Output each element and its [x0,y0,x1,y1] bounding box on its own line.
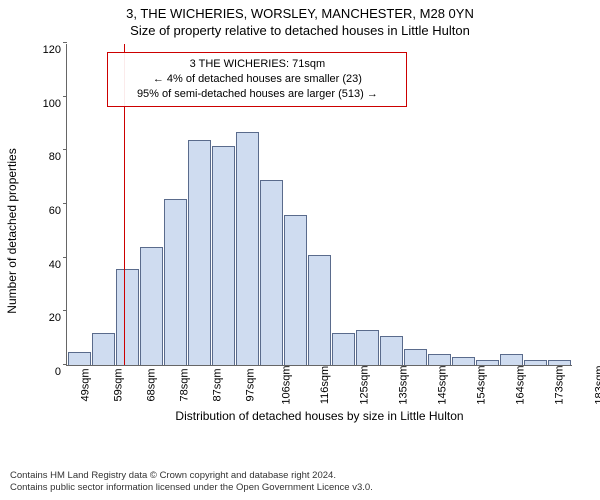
y-tick-mark [63,364,67,365]
title-address: 3, THE WICHERIES, WORSLEY, MANCHESTER, M… [0,6,600,21]
x-tick-label: 173sqm [554,365,566,404]
annotation-line: 95% of semi-detached houses are larger (… [116,87,398,102]
x-axis-label: Distribution of detached houses by size … [67,409,572,423]
x-tick-label: 154sqm [476,365,488,404]
y-tick-mark [63,149,67,150]
histogram-bar [236,132,259,365]
y-tick-mark [63,203,67,204]
histogram-bar [92,333,115,365]
histogram-bar [380,336,403,365]
x-tick-label: 59sqm [113,368,125,401]
x-tick-row: 49sqm59sqm68sqm78sqm87sqm97sqm106sqm116s… [67,365,572,377]
x-tick-label: 68sqm [146,368,158,401]
x-tick-label: 116sqm [319,366,331,404]
y-tick-label: 80 [37,151,67,163]
plot-area: 49sqm59sqm68sqm78sqm87sqm97sqm106sqm116s… [66,44,572,366]
x-tick-label: 125sqm [358,365,370,404]
x-tick-label: 183sqm [593,365,600,404]
histogram-bar [164,199,187,365]
footer-line-2: Contains public sector information licen… [10,482,373,494]
histogram-bar [500,354,523,365]
histogram-bar [212,146,235,365]
footer-attribution: Contains HM Land Registry data © Crown c… [10,470,373,494]
title-subtitle: Size of property relative to detached ho… [0,23,600,38]
histogram-bar [68,352,91,365]
y-tick-label: 100 [37,98,67,110]
histogram-bar [428,354,451,365]
y-axis-label: Number of detached properties [5,148,19,313]
chart-title-block: 3, THE WICHERIES, WORSLEY, MANCHESTER, M… [0,0,600,38]
histogram-bar [140,247,163,365]
annotation-line: 3 THE WICHERIES: 71sqm [116,57,398,72]
y-tick-mark [63,96,67,97]
x-tick-label: 106sqm [281,365,293,404]
chart-container: Number of detached properties 49sqm59sqm… [28,44,582,418]
y-tick-label: 0 [37,366,67,378]
y-tick-label: 120 [37,44,67,56]
histogram-bar [308,255,331,365]
y-tick-label: 40 [37,259,67,271]
y-tick-label: 20 [37,312,67,324]
x-tick-label: 87sqm [212,368,224,401]
histogram-bar [284,215,307,365]
histogram-bar [188,140,211,365]
x-tick-label: 78sqm [179,368,191,401]
y-tick-label: 60 [37,205,67,217]
x-tick-label: 49sqm [80,368,92,401]
y-tick-mark [63,257,67,258]
annotation-line: ← 4% of detached houses are smaller (23) [116,72,398,87]
x-tick-label: 164sqm [515,365,527,404]
histogram-bar [356,330,379,365]
histogram-bar [332,333,355,365]
annotation-box: 3 THE WICHERIES: 71sqm← 4% of detached h… [107,52,407,107]
footer-line-1: Contains HM Land Registry data © Crown c… [10,470,373,482]
histogram-bar [404,349,427,365]
histogram-bar [452,357,475,365]
y-tick-mark [63,42,67,43]
histogram-bar [116,269,139,365]
x-tick-label: 135sqm [397,365,409,404]
x-tick-label: 145sqm [437,365,449,404]
y-tick-mark [63,310,67,311]
histogram-bar [260,180,283,365]
x-tick-label: 97sqm [245,368,257,401]
